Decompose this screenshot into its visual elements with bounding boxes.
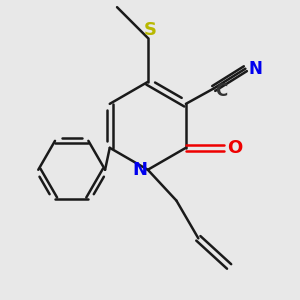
Text: N: N <box>248 60 262 78</box>
Text: S: S <box>143 21 157 39</box>
Text: C: C <box>215 82 227 100</box>
Text: N: N <box>132 161 147 179</box>
Text: O: O <box>227 139 242 157</box>
